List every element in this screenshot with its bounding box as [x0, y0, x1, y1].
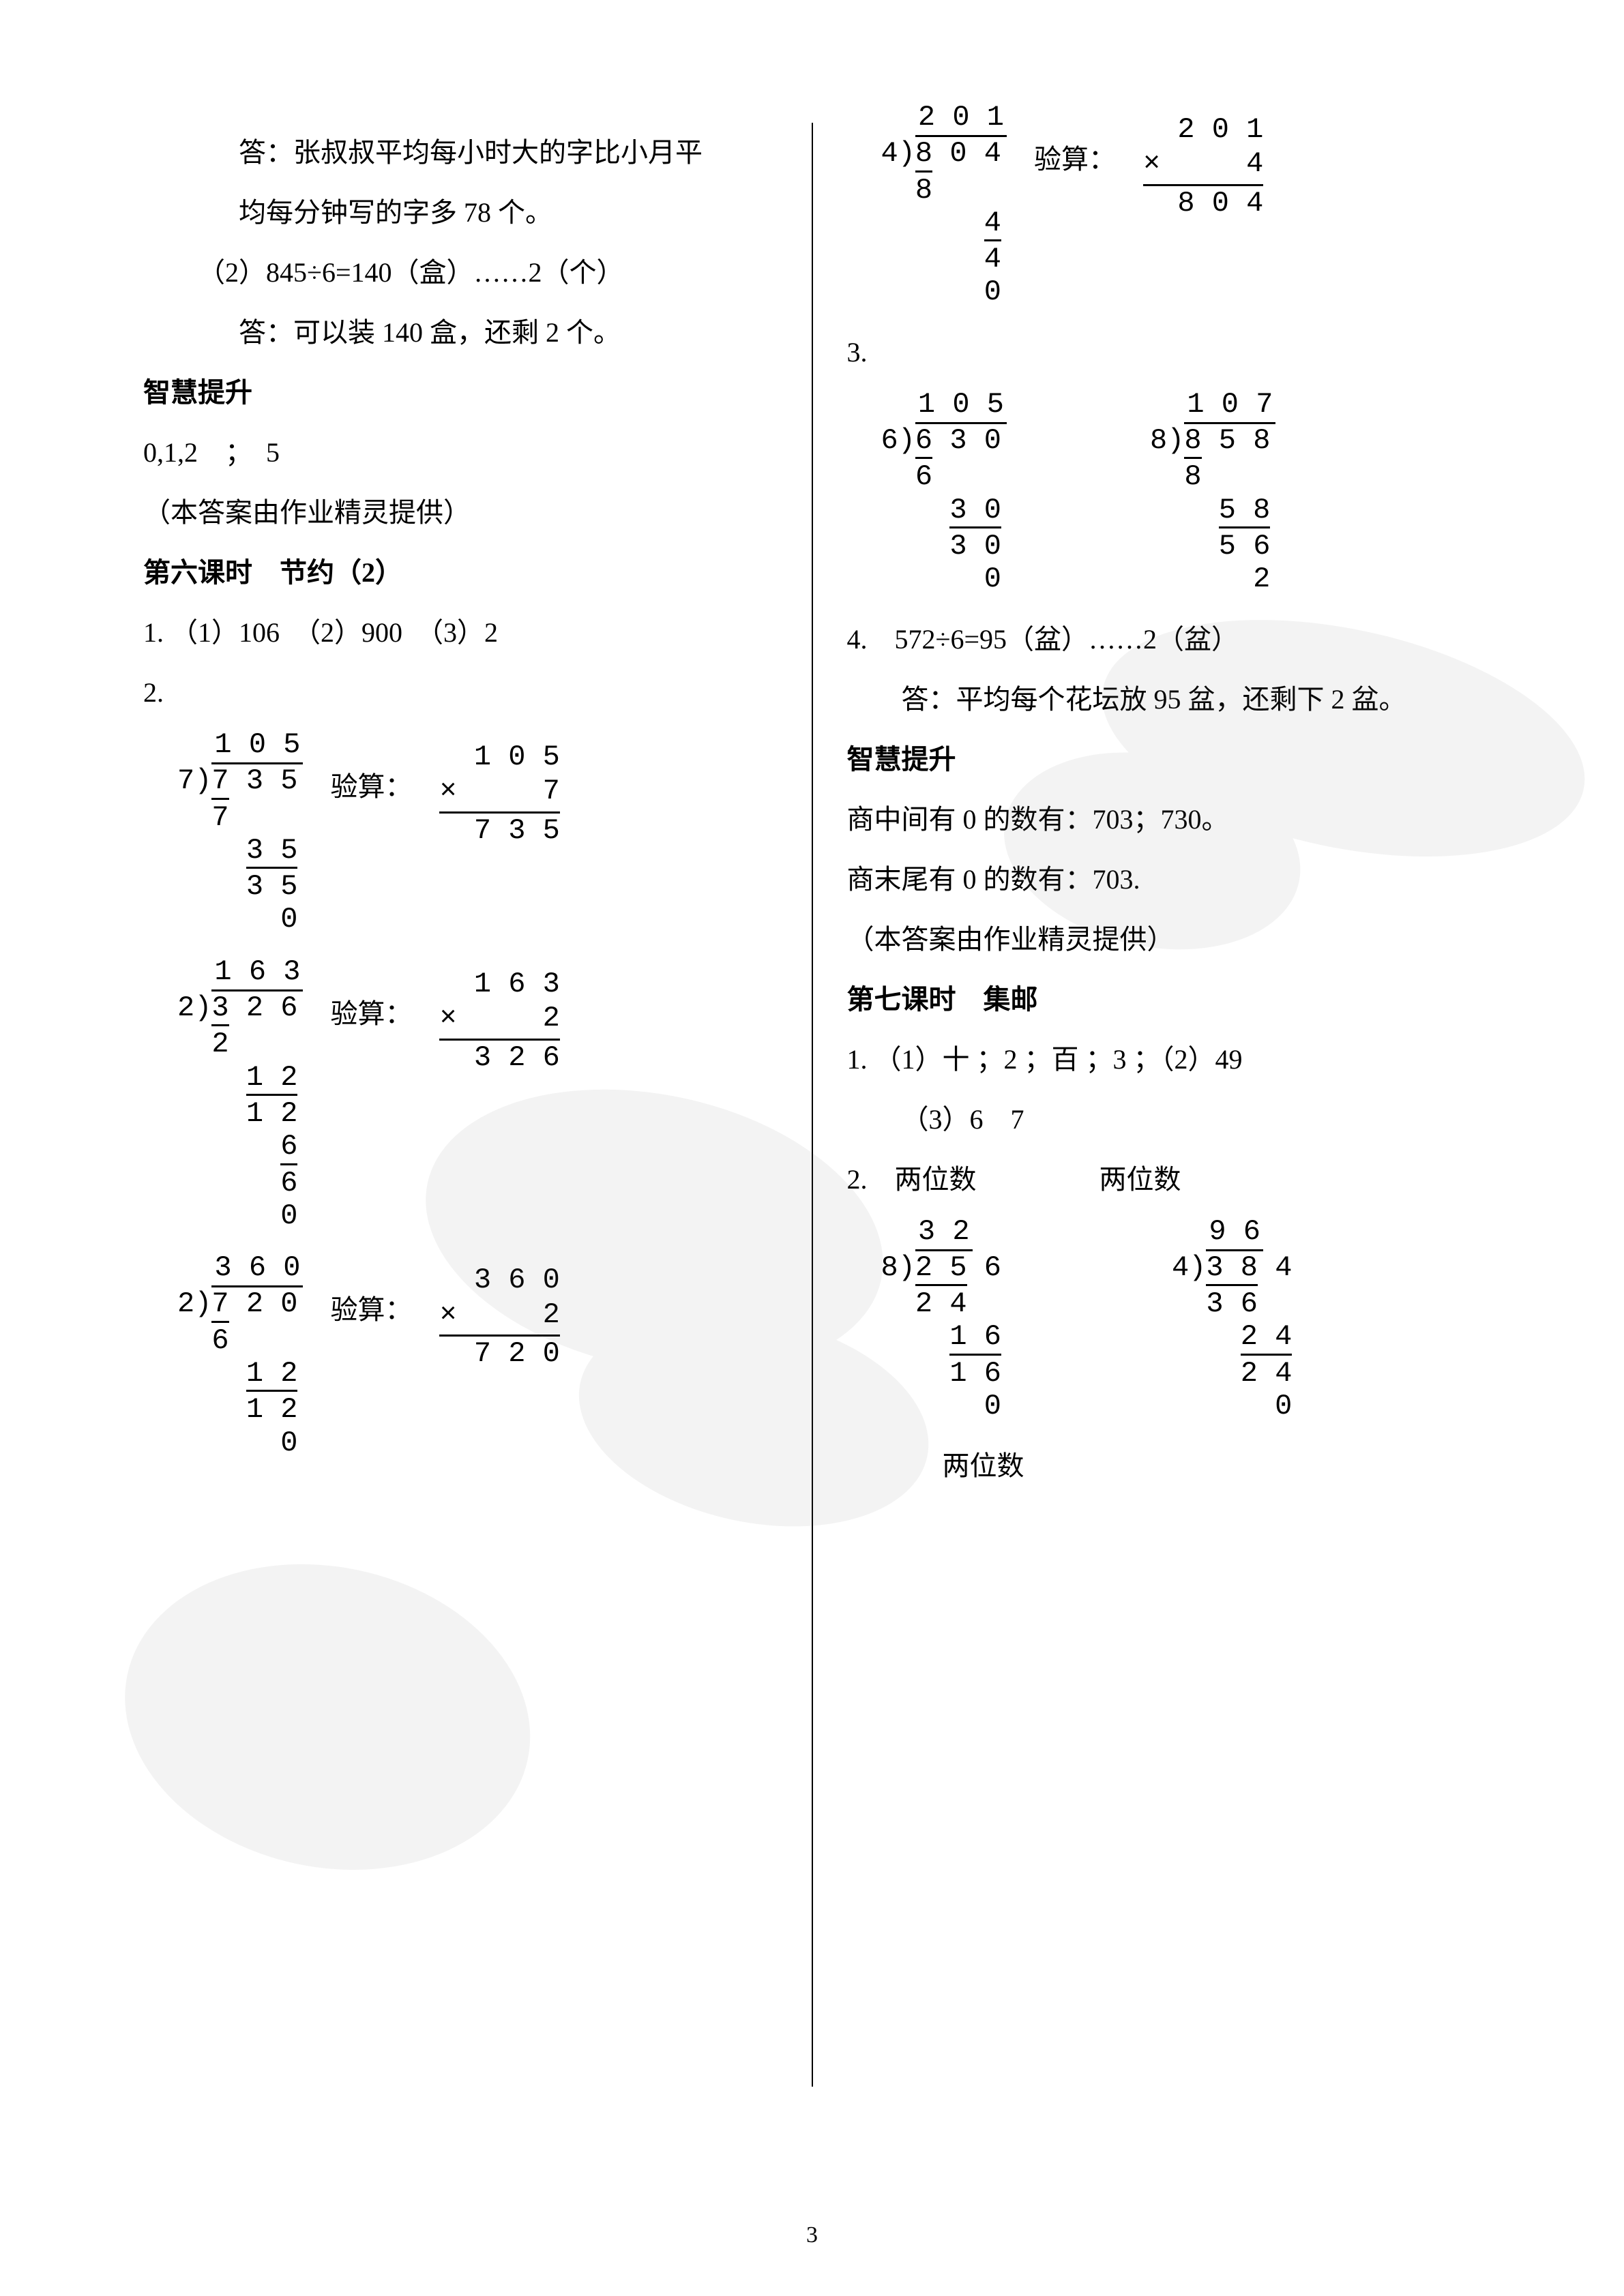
check-label: 验算： [330, 950, 412, 1044]
section-heading: 智慧提升 [847, 730, 1481, 790]
credit-text: （本答案由作业精灵提供） [847, 910, 1481, 970]
answer-text: 均每分钟写的字多 78 个。 [143, 183, 778, 243]
multiplication-check: 2 0 1× 48 0 4 [1143, 113, 1263, 220]
problem-text: 1. （1）十 ；2 ；百 ；3 ；（2）49 [847, 1030, 1481, 1090]
answer-text: 0,1,2 ； 5 [143, 423, 778, 483]
answer-text: 答：可以装 140 盒，还剩 2 个。 [143, 303, 778, 363]
problem-label: 2. [143, 663, 778, 723]
problem-text: 两位数 [1099, 1150, 1181, 1210]
section-heading: 第六课时 节约（2） [143, 543, 778, 603]
credit-text: （本答案由作业精灵提供） [143, 483, 778, 543]
check-label: 验算： [1034, 95, 1116, 190]
answer-text: 商末尾有 0 的数有：703. [847, 850, 1481, 910]
check-label: 验算： [330, 723, 412, 817]
long-division: 3 2 8)2 5 6 2 4 1 6 1 6 0 [881, 1215, 1001, 1423]
problem-text: 2. 两位数 [847, 1150, 977, 1210]
page: 答：张叔叔平均每小时大的字比小月平 均每分钟写的字多 78 个。 （2）845÷… [0, 0, 1624, 2296]
answer-text: 答：张叔叔平均每小时大的字比小月平 [143, 123, 778, 183]
multiplication-check: 1 0 5× 77 3 5 [439, 740, 559, 848]
section-heading: 智慧提升 [143, 363, 778, 423]
multiplication-check: 3 6 0× 27 2 0 [439, 1263, 559, 1371]
division-row: 3 6 0 2)7 2 0 6 1 2 1 2 0 验算： 3 6 0× 27 … [143, 1246, 778, 1473]
long-division: 1 6 3 2)3 2 6 2 1 2 1 2 6 6 0 [177, 955, 303, 1232]
long-division: 2 0 1 4)8 0 4 8 4 4 0 [881, 101, 1007, 309]
long-division: 3 6 0 2)7 2 0 6 1 2 1 2 0 [177, 1251, 303, 1459]
multiplication-check: 1 6 3× 23 2 6 [439, 967, 559, 1075]
problem-text: （3）6 7 [847, 1090, 1481, 1150]
left-column: 答：张叔叔平均每小时大的字比小月平 均每分钟写的字多 78 个。 （2）845÷… [116, 123, 813, 2087]
long-division: 1 0 5 6)6 3 0 6 3 0 3 0 0 [881, 388, 1007, 596]
division-row: 1 0 5 7)7 3 5 7 3 5 3 5 0 验算： 1 0 5× 77 … [143, 723, 778, 950]
two-column-layout: 答：张叔叔平均每小时大的字比小月平 均每分钟写的字多 78 个。 （2）845÷… [116, 123, 1508, 2087]
section-heading: 第七课时 集邮 [847, 970, 1481, 1030]
problem-text: 4. 572÷6=95（盆）……2（盆） [847, 610, 1481, 670]
answer-text: 两位数 [847, 1436, 1481, 1496]
answer-text: 答：平均每个花坛放 95 盆，还剩下 2 盆。 [847, 670, 1481, 730]
long-division: 1 0 7 8)8 5 8 8 5 8 5 6 2 [1150, 388, 1275, 596]
division-row: 2 0 1 4)8 0 4 8 4 4 0 验算： 2 0 1× 48 0 4 [847, 95, 1481, 323]
problem-label: 3. [847, 323, 1481, 383]
long-division: 1 0 5 7)7 3 5 7 3 5 3 5 0 [177, 728, 303, 936]
page-number: 3 [0, 2222, 1624, 2248]
check-label: 验算： [330, 1246, 412, 1340]
division-row: 3 2 8)2 5 6 2 4 1 6 1 6 0 9 6 4)3 8 4 3 … [847, 1210, 1481, 1437]
answer-text: 商中间有 0 的数有：703；730。 [847, 790, 1481, 850]
division-row: 1 0 5 6)6 3 0 6 3 0 3 0 0 1 0 7 8)8 5 8 … [847, 383, 1481, 610]
long-division: 9 6 4)3 8 4 3 6 2 4 2 4 0 [1172, 1215, 1292, 1423]
right-column: 2 0 1 4)8 0 4 8 4 4 0 验算： 2 0 1× 48 0 4 … [813, 123, 1509, 2087]
problem-text: 1. （1）106 （2）900 （3）2 [143, 603, 778, 663]
problem-text: （2）845÷6=140（盒）……2（个） [143, 243, 778, 303]
division-row: 1 6 3 2)3 2 6 2 1 2 1 2 6 6 0 验算： 1 6 3×… [143, 950, 778, 1246]
